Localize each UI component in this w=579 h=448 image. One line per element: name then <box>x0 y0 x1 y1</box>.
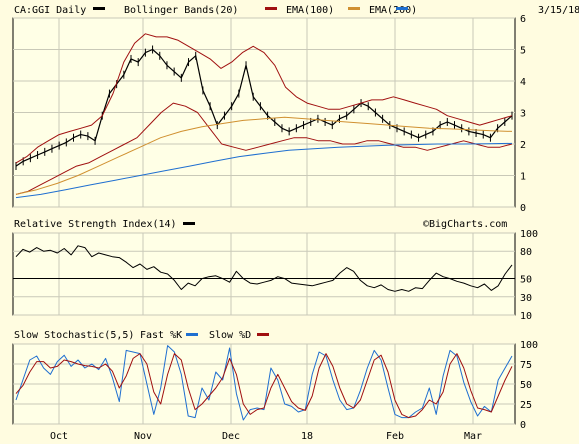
legend-swatch-price <box>93 7 105 10</box>
legend-swatch-rsi <box>183 222 195 225</box>
stoch-ytick-label: 75 <box>520 360 532 371</box>
rsi-ytick-label: 30 <box>520 293 532 304</box>
stoch-title: Slow Stochastic(5,5) <box>14 330 134 341</box>
price-series-line-2 <box>15 102 513 195</box>
stoch-ytick-label: 25 <box>520 400 532 411</box>
legend-ema200-label: EMA(200) <box>369 5 417 16</box>
stoch-ytick-label: 0 <box>520 420 526 431</box>
price-series-line-0 <box>15 48 513 167</box>
rsi-panel-frame <box>12 232 516 316</box>
stoch-series-line-0 <box>15 345 513 421</box>
stoch-series-line-1 <box>15 353 513 419</box>
price-ytick-label: 1 <box>520 172 526 183</box>
rsi-header-strip <box>0 213 579 231</box>
legend-swatch-bollinger <box>265 7 277 10</box>
rsi-ytick-label: 50 <box>520 275 532 286</box>
stoch-ytick-label: 50 <box>520 380 532 391</box>
price-ytick-label: 5 <box>520 46 526 57</box>
rsi-title: Relative Strength Index(14) <box>14 219 177 230</box>
price-ytick-label: 4 <box>520 77 526 88</box>
bigcharts-watermark: ©BigCharts.com <box>423 219 507 230</box>
rsi-ytick-label: 10 <box>520 311 532 322</box>
price-ytick-label: 6 <box>520 14 526 25</box>
xtick-label: Mar <box>464 431 482 442</box>
xtick-label: Oct <box>50 431 68 442</box>
price-series-line-1 <box>15 33 513 164</box>
xtick-label: Feb <box>386 431 404 442</box>
stoch-ytick-label: 100 <box>520 340 538 351</box>
chart-date-label: 3/15/18 <box>538 5 579 16</box>
price-series-line-4 <box>15 142 513 199</box>
legend-ema100-label: EMA(100) <box>286 5 334 16</box>
price-ytick-label: 3 <box>520 109 526 120</box>
legend-swatch-fastk <box>186 333 198 336</box>
legend-swatch-slowd <box>257 333 269 336</box>
xtick-label: Dec <box>222 431 240 442</box>
legend-swatch-ema200 <box>396 7 408 10</box>
price-ytick-label: 2 <box>520 140 526 151</box>
legend-swatch-ema100 <box>348 7 360 10</box>
rsi-ytick-label: 100 <box>520 229 538 240</box>
rsi-ytick-label: 80 <box>520 247 532 258</box>
stoch-fastk-label: Fast %K <box>140 330 182 341</box>
legend-bollinger-label: Bollinger Bands(20) <box>124 5 238 16</box>
price-ytick-label: 0 <box>520 203 526 214</box>
stoch-slowd-label: Slow %D <box>209 330 251 341</box>
price-symbol-label: CA:GGI Daily <box>14 5 86 16</box>
rsi-series-line-0 <box>15 245 513 292</box>
price-series-line-3 <box>15 116 513 195</box>
xtick-label: 18 <box>301 431 313 442</box>
xtick-label: Nov <box>134 431 152 442</box>
